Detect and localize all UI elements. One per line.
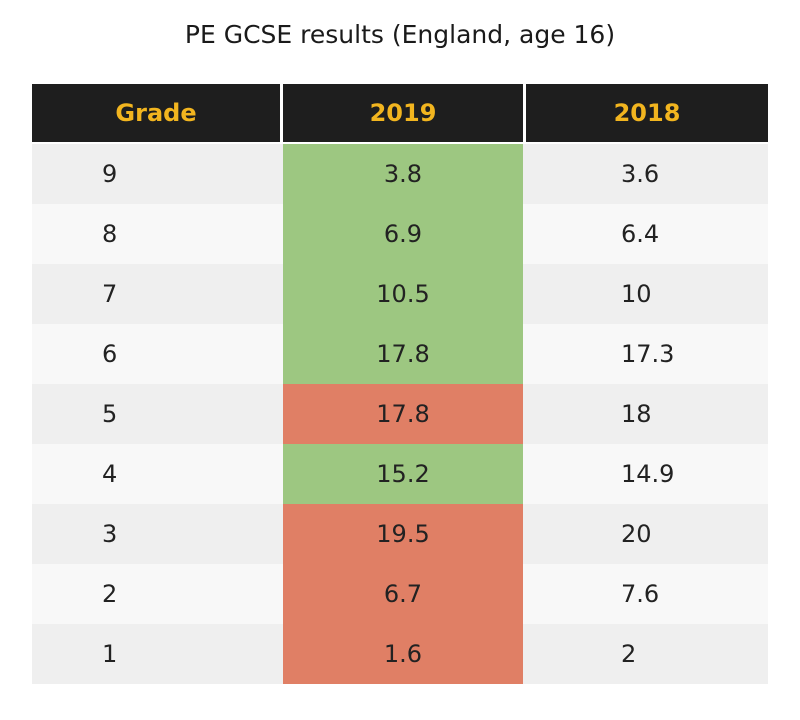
header-2019: 2019	[283, 84, 523, 142]
value-2018-cell: 17.3	[621, 340, 675, 368]
value-2019-cell: 17.8	[283, 324, 523, 384]
grade-cell: 6	[102, 340, 118, 368]
value-2019-cell: 19.5	[283, 504, 523, 564]
value-2018-cell: 2	[621, 640, 637, 668]
header-2018: 2018	[526, 84, 768, 142]
value-2019-cell: 10.5	[283, 264, 523, 324]
grade-cell: 3	[102, 520, 118, 548]
grade-cell: 5	[102, 400, 118, 428]
value-2019-cell: 1.6	[283, 624, 523, 684]
value-2018-cell: 10	[621, 280, 652, 308]
grade-cell: 4	[102, 460, 118, 488]
value-2018-cell: 14.9	[621, 460, 675, 488]
value-2019-cell: 3.8	[283, 144, 523, 204]
grade-cell: 9	[102, 160, 118, 188]
grade-cell: 8	[102, 220, 118, 248]
value-2018-cell: 18	[621, 400, 652, 428]
value-2019-cell: 17.8	[283, 384, 523, 444]
chart-title: PE GCSE results (England, age 16)	[184, 20, 616, 49]
grade-cell: 2	[102, 580, 118, 608]
value-2018-cell: 20	[621, 520, 652, 548]
value-2019-cell: 15.2	[283, 444, 523, 504]
grade-cell: 7	[102, 280, 118, 308]
value-2019-cell: 6.9	[283, 204, 523, 264]
value-2018-cell: 7.6	[621, 580, 660, 608]
value-2019-cell: 6.7	[283, 564, 523, 624]
header-grade: Grade	[32, 84, 280, 142]
value-2018-cell: 3.6	[621, 160, 660, 188]
value-2018-cell: 6.4	[621, 220, 660, 248]
grade-cell: 1	[102, 640, 118, 668]
